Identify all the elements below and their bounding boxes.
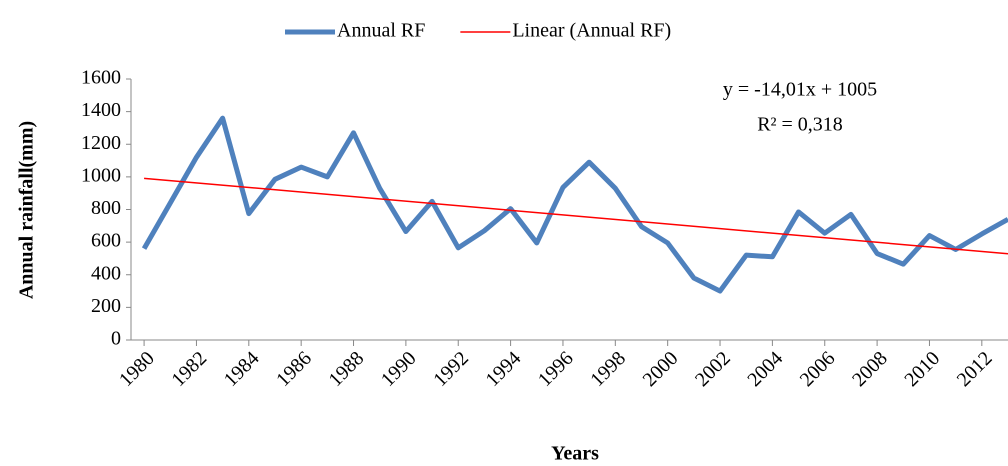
x-axis-title: Years (551, 443, 599, 465)
x-tick-label: 1984 (220, 347, 264, 391)
x-tick-label: 2004 (743, 347, 787, 391)
x-tick-label: 2010 (900, 347, 944, 391)
x-tick-label: 2006 (796, 347, 840, 391)
y-tick-label: 1000 (81, 164, 121, 186)
x-tick-label: 1996 (534, 347, 578, 391)
x-tick-label: 1998 (586, 347, 630, 391)
x-tick-label: 2000 (639, 347, 683, 391)
x-tick-label: 1986 (272, 347, 316, 391)
y-axis-title: Annual rainfall(mm) (16, 121, 38, 299)
y-tick-label: 400 (91, 262, 121, 284)
y-tick-label: 800 (91, 197, 121, 219)
legend-label: Annual RF (337, 20, 425, 42)
data-line (141, 115, 1008, 294)
y-tick-label: 1200 (81, 132, 121, 154)
x-tick-label: 2008 (848, 347, 892, 391)
trend-equation: y = -14,01x + 1005 (723, 79, 877, 101)
y-tick-label: 600 (91, 230, 121, 252)
trend-line (144, 177, 1008, 255)
x-tick-label: 2002 (691, 347, 735, 391)
x-tick-label: 2012 (953, 347, 997, 391)
y-tick-label: 1600 (81, 67, 121, 89)
y-tick-label: 0 (111, 328, 121, 350)
x-tick-label: 1990 (377, 347, 421, 391)
y-tick-label: 200 (91, 295, 121, 317)
x-tick-label: 1982 (167, 347, 211, 391)
x-tick-label: 1992 (429, 347, 473, 391)
y-tick-label: 1400 (81, 99, 121, 121)
trend-r-squared: R² = 0,318 (757, 114, 843, 136)
legend-label: Linear (Annual RF) (512, 20, 671, 42)
x-tick-label: 1980 (115, 347, 159, 391)
x-tick-label: 1988 (324, 347, 368, 391)
x-tick-label: 1994 (482, 347, 526, 391)
